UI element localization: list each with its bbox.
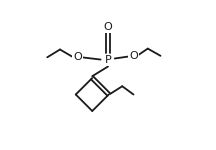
Text: O: O: [73, 52, 82, 62]
Text: O: O: [104, 22, 112, 32]
Text: P: P: [105, 55, 111, 65]
Text: O: O: [129, 51, 138, 61]
